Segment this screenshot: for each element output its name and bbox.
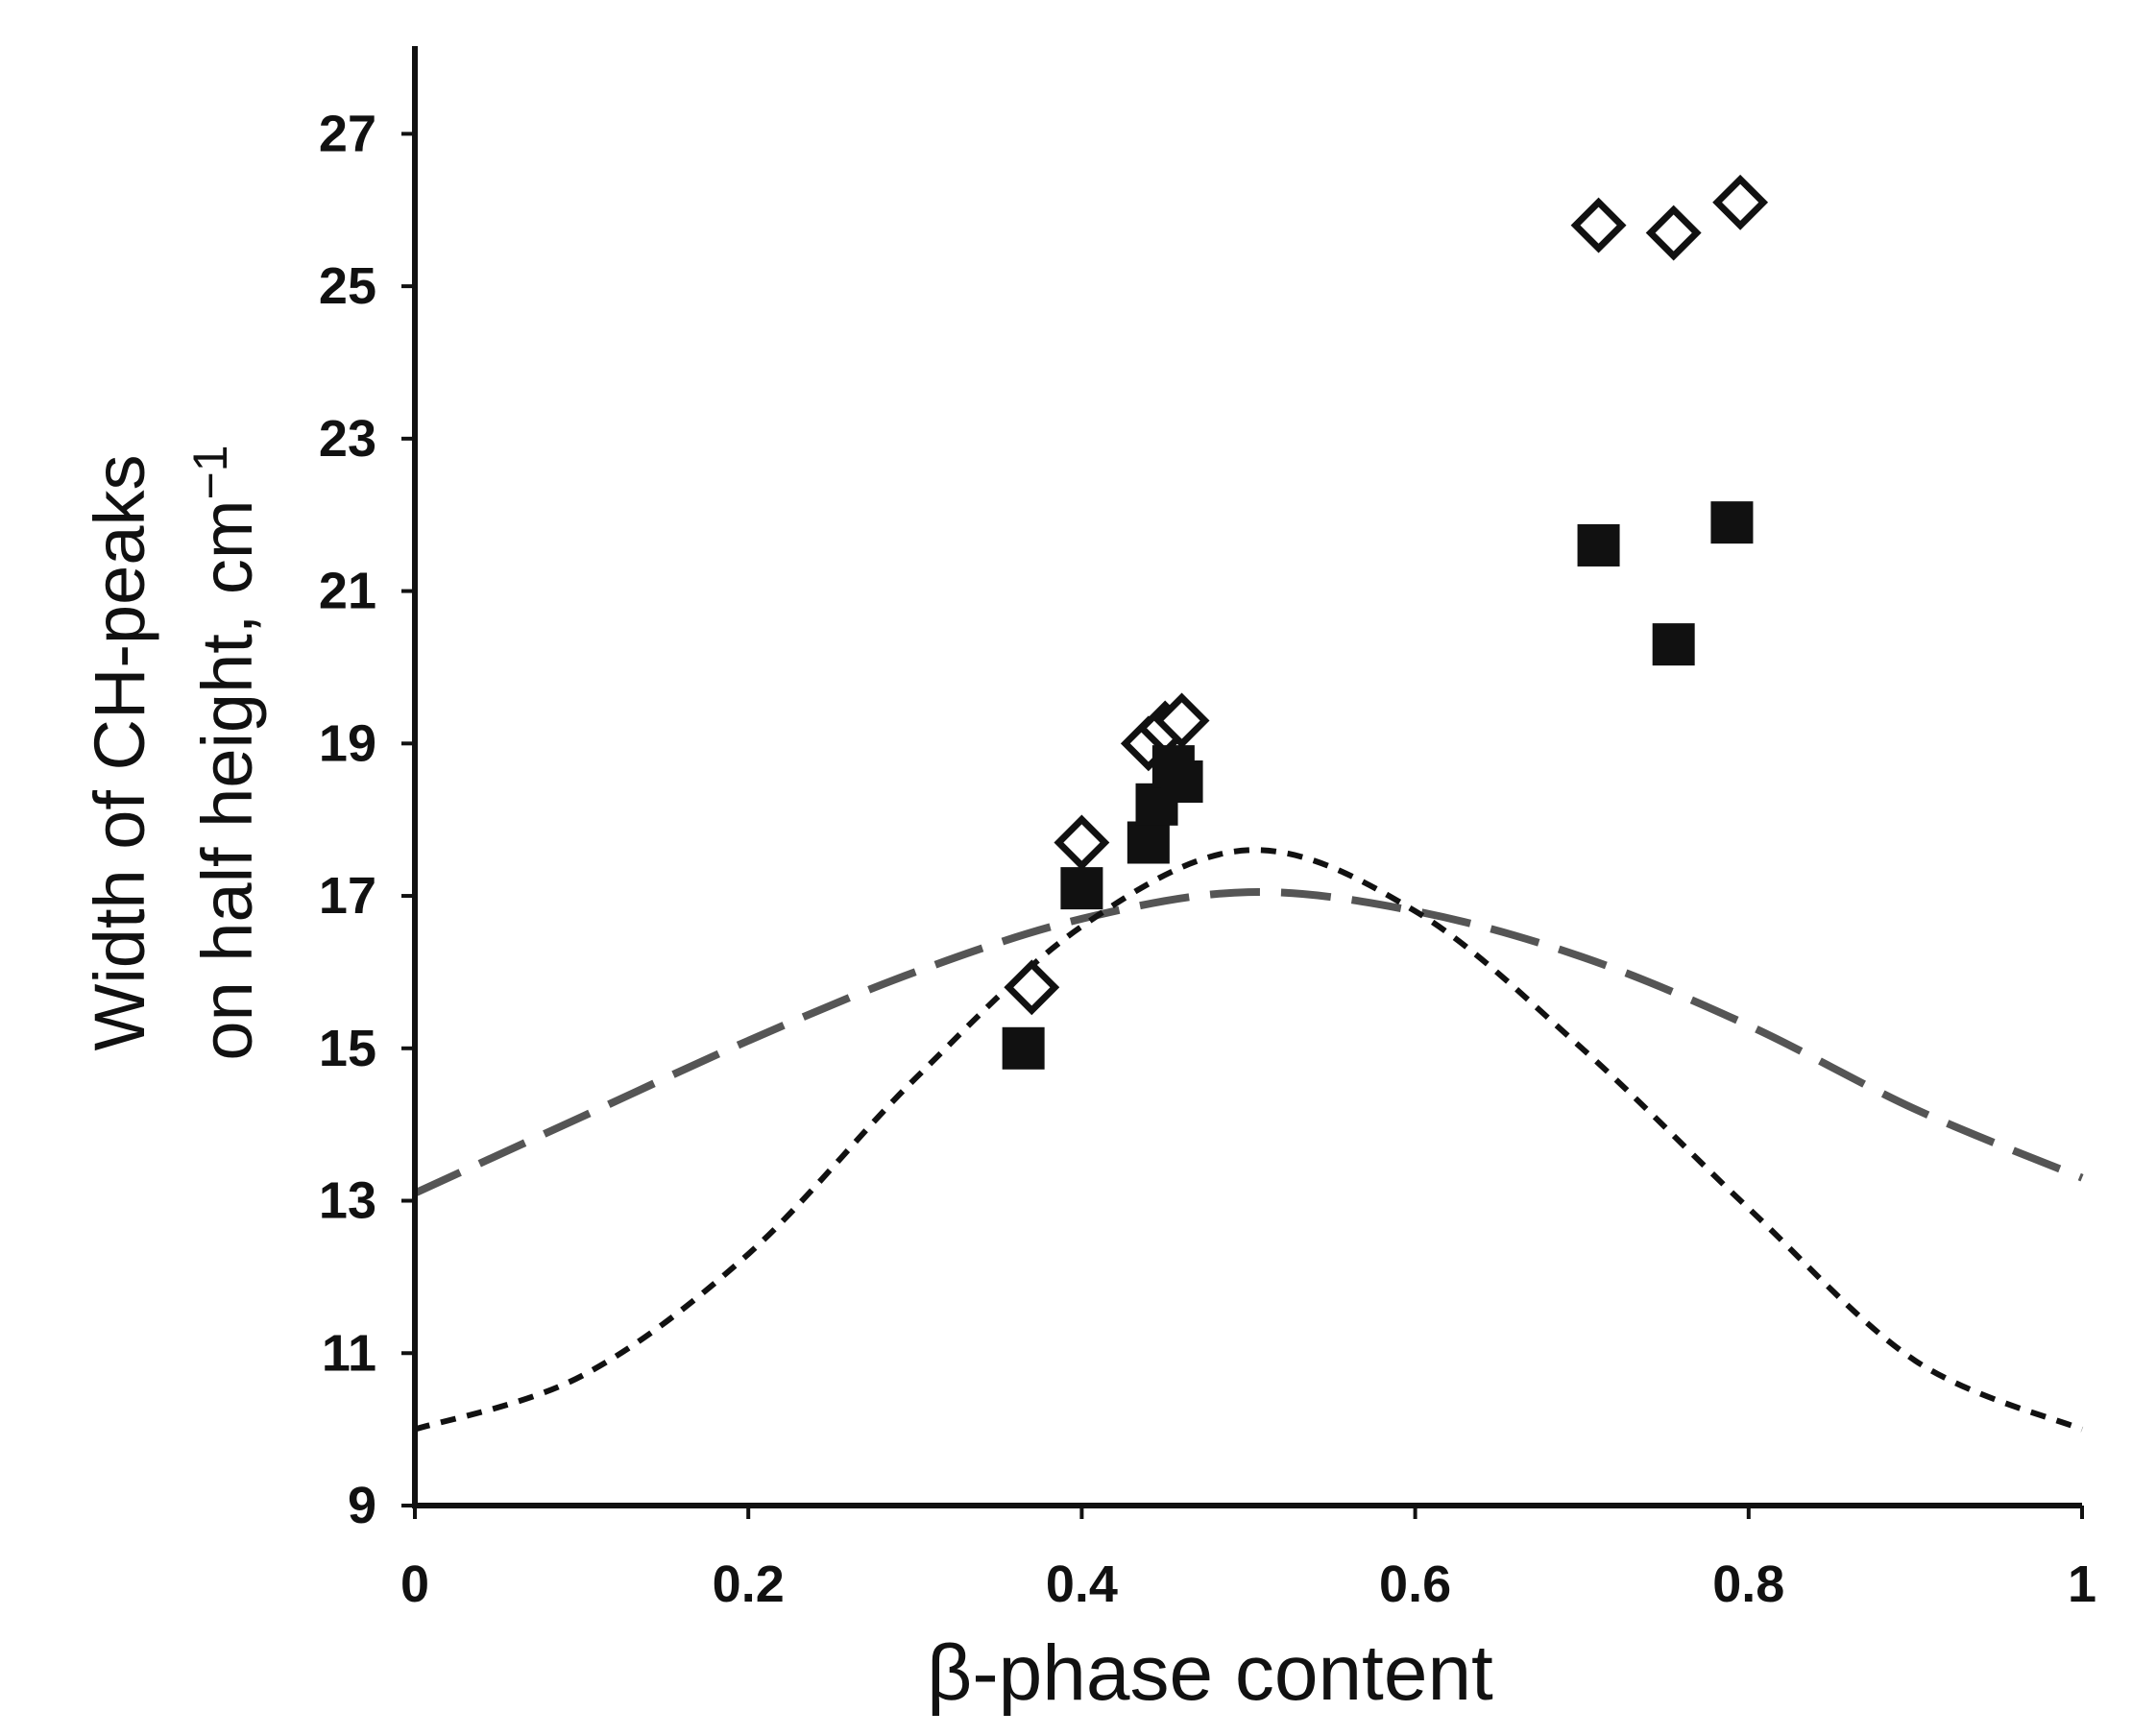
x-tick-label: 0 <box>400 1555 429 1613</box>
plot-area <box>413 174 2084 1433</box>
square-marker <box>1577 523 1620 567</box>
diamond-marker <box>1054 814 1110 871</box>
square-marker <box>1710 501 1754 544</box>
y-tick-label: 19 <box>319 714 376 772</box>
diamond-marker <box>1645 205 1702 261</box>
square-marker <box>1002 1026 1045 1070</box>
axes: 9 11 13 15 17 19 21 23 25 27 0 0.2 0.4 0.6 0.8 1 <box>319 46 2096 1613</box>
long-dash-curve <box>413 887 2084 1197</box>
y-axis-title-superscript: −1 <box>183 445 237 499</box>
y-tick-label: 17 <box>319 867 376 925</box>
square-marker <box>1160 760 1203 803</box>
x-tick-label: 0.6 <box>1379 1555 1451 1613</box>
square-marker <box>1127 821 1170 864</box>
square-marker <box>1060 867 1103 910</box>
y-axis-title: Width of CH-peaks <box>80 455 159 1051</box>
y-axis-title-line1: Width of CH-peaks <box>80 455 159 1051</box>
y-axis-title-line2-text: on half height, cm <box>187 499 267 1060</box>
y-tick-label: 25 <box>319 257 376 315</box>
y-tick-label: 23 <box>319 410 376 468</box>
y-tick-label: 9 <box>348 1477 376 1534</box>
y-tick-label: 21 <box>319 563 376 620</box>
x-tick-label: 1 <box>2068 1555 2096 1613</box>
x-tick-label: 0.2 <box>713 1555 785 1613</box>
y-tick-label: 13 <box>319 1172 376 1230</box>
y-tick-label: 11 <box>322 1324 376 1382</box>
square-marker <box>1652 623 1695 666</box>
x-tick-label: 0.4 <box>1046 1555 1118 1613</box>
y-tick-label: 15 <box>319 1020 376 1077</box>
diamond-marker <box>1004 959 1060 1016</box>
x-axis-title: β-phase content <box>927 1629 1493 1717</box>
short-dash-curve <box>414 847 2084 1433</box>
y-axis-title-line2: on half height, cm−1 <box>183 445 267 1060</box>
diamond-marker <box>1153 692 1210 749</box>
x-tick-label: 0.8 <box>1712 1555 1784 1613</box>
diamond-marker <box>1570 197 1627 253</box>
y-tick-label: 27 <box>319 105 376 162</box>
diamond-marker <box>1712 174 1769 230</box>
